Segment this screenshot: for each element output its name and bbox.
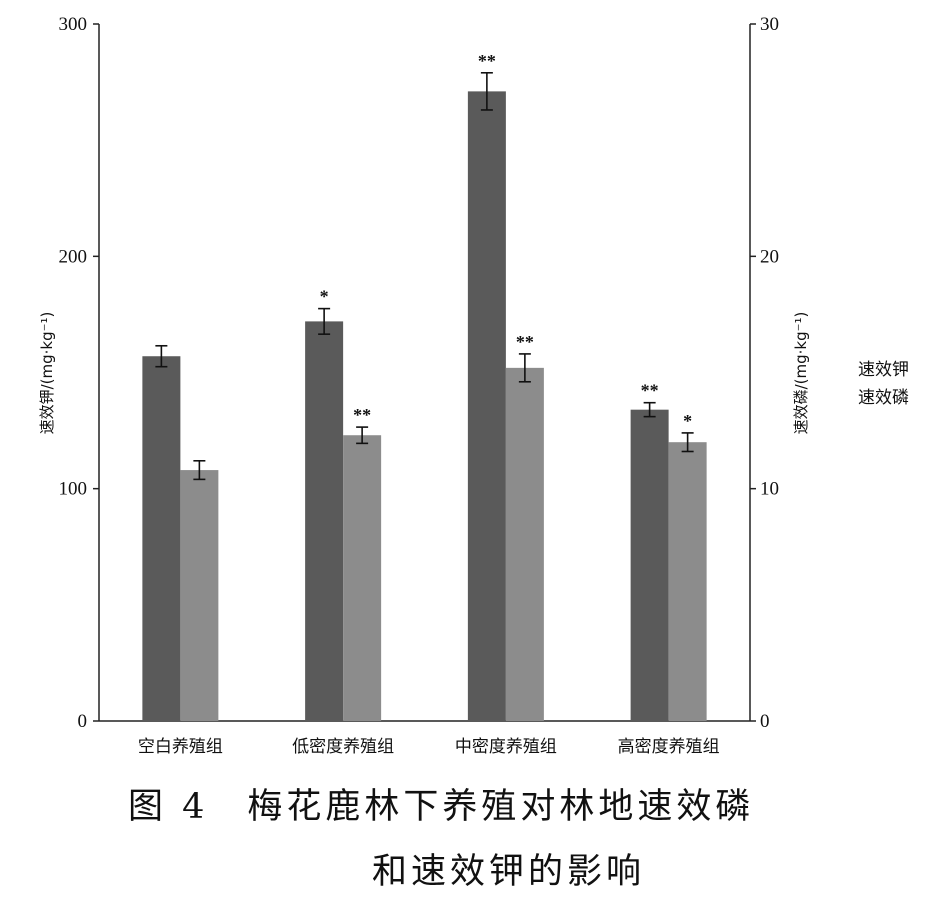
category-label: 中密度养殖组: [455, 737, 557, 757]
significance-label: **: [516, 332, 534, 352]
chart-labels: 0 100 200 300 0 10 20 30 速效钾/(mg·kg⁻¹) 速效磷/(mg·kg…: [38, 14, 810, 757]
significance-label: *: [683, 411, 692, 431]
left-tick-label: 0: [78, 711, 88, 732]
left-axis-title: 速效钾/(mg·kg⁻¹): [38, 312, 56, 435]
significance-label: **: [478, 51, 496, 71]
bar-phosphorus: [180, 470, 219, 721]
legend-item-potassium: 速效钾: [858, 360, 909, 380]
significance-label: **: [353, 405, 371, 425]
bar-phosphorus: [668, 442, 707, 721]
right-axis-title: 速效磷/(mg·kg⁻¹): [792, 312, 810, 435]
legend: 速效钾 速效磷: [858, 356, 909, 412]
left-tick-label: 200: [59, 246, 88, 267]
bar-potassium: [305, 321, 344, 721]
bar-potassium: [467, 91, 506, 722]
right-tick-label: 30: [760, 14, 779, 35]
bar-phosphorus: [505, 367, 544, 721]
dual-axis-bar-chart: 0 100 200 300 0 10 20 30 速效钾/(mg·kg⁻¹) 速效磷/(mg·kg…: [38, 14, 810, 757]
right-tick-label: 10: [760, 479, 779, 500]
significance-label: *: [320, 287, 329, 307]
right-tick-label: 0: [760, 711, 770, 732]
chart-bars: [142, 71, 707, 722]
bar-potassium: [630, 409, 669, 721]
category-label: 高密度养殖组: [618, 737, 720, 757]
figure-caption-line-1: 图 4 梅花鹿林下养殖对林地速效磷: [128, 787, 755, 827]
left-tick-label: 300: [59, 14, 88, 35]
category-label: 空白养殖组: [138, 737, 223, 757]
left-tick-label: 100: [59, 479, 88, 500]
figure-caption-line-2: 和速效钾的影响: [372, 852, 646, 892]
bar-potassium: [142, 356, 181, 721]
right-tick-label: 20: [760, 246, 779, 267]
significance-label: **: [641, 381, 659, 401]
legend-item-phosphorus: 速效磷: [858, 388, 909, 408]
bar-phosphorus: [343, 435, 382, 721]
category-label: 低密度养殖组: [292, 737, 394, 757]
